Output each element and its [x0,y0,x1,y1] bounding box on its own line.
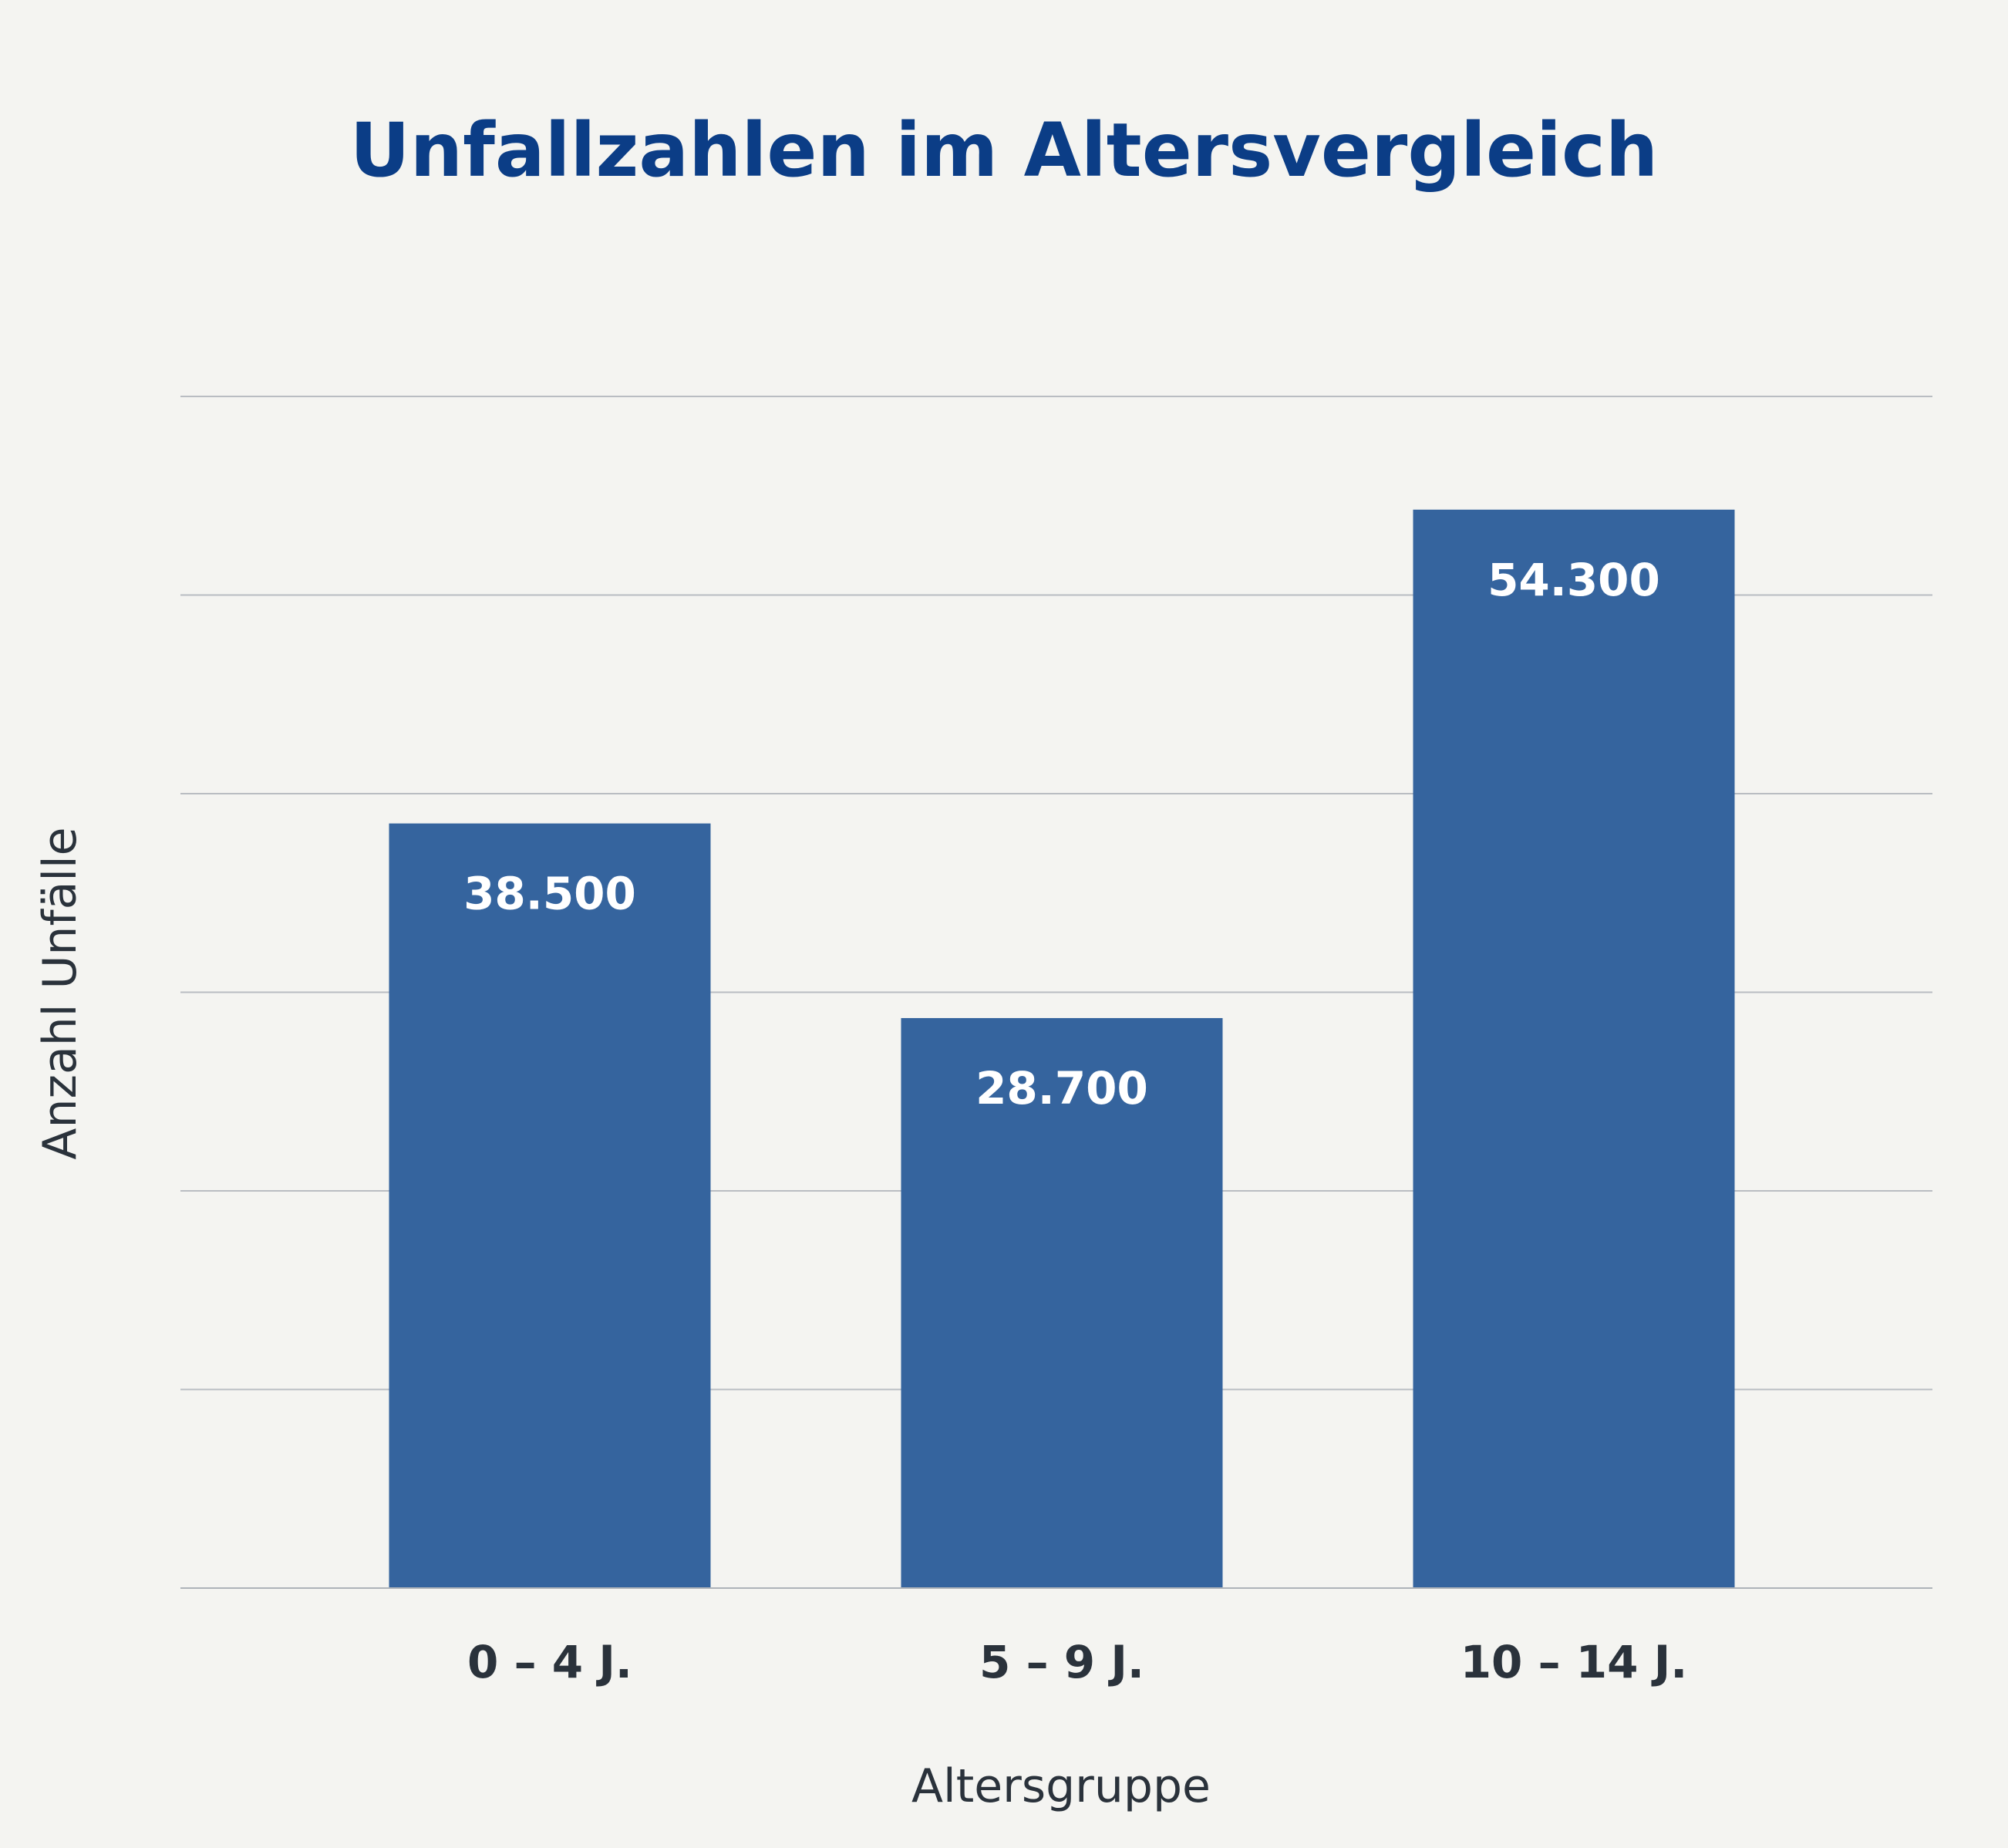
chart-title: Unfallzahlen im Altersvergleich [350,107,1658,194]
x-tick-label: 10 – 14 J. [1461,1636,1688,1688]
x-tick-label: 5 – 9 J. [979,1636,1144,1688]
bar-value-label: 38.500 [463,868,636,920]
x-axis-label: Altersgruppe [911,1759,1211,1813]
bar [389,823,711,1588]
x-tick-labels: 0 – 4 J. 5 – 9 J. 10 – 14 J. [467,1636,1687,1688]
bar-value-labels: 38.500 28.700 54.300 [463,554,1660,1115]
bars [389,509,1735,1588]
y-axis-label: Anzahl Unfälle [33,827,87,1159]
x-tick-label: 0 – 4 J. [467,1636,632,1688]
bar-value-label: 28.700 [975,1062,1148,1115]
bar [901,1017,1223,1588]
bar [1413,509,1735,1588]
bar-value-label: 54.300 [1487,554,1660,606]
